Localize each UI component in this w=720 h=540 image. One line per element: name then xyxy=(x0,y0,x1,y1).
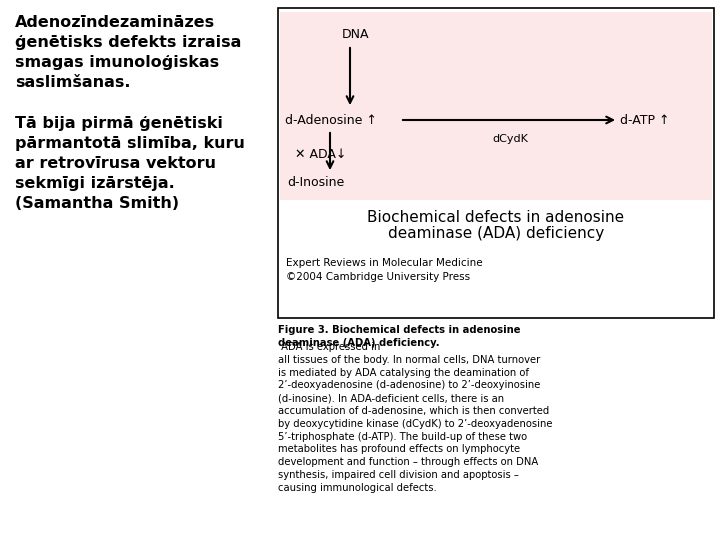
Text: DNA: DNA xyxy=(342,28,369,41)
Text: d-Inosine: d-Inosine xyxy=(287,176,344,188)
Text: ģenētisks defekts izraisa: ģenētisks defekts izraisa xyxy=(15,35,241,50)
Text: Adenozīndezamināzes: Adenozīndezamināzes xyxy=(15,15,215,30)
Text: d-ATP ↑: d-ATP ↑ xyxy=(620,113,670,126)
Text: (Samantha Smith): (Samantha Smith) xyxy=(15,196,179,211)
Bar xyxy=(278,8,714,318)
Text: d-Adenosine ↑: d-Adenosine ↑ xyxy=(285,113,377,126)
Text: ADA is expressed in
all tissues of the body. In normal cells, DNA turnover
is me: ADA is expressed in all tissues of the b… xyxy=(278,342,552,493)
Text: ©2004 Cambridge University Press: ©2004 Cambridge University Press xyxy=(286,272,470,282)
Text: Expert Reviews in Molecular Medicine: Expert Reviews in Molecular Medicine xyxy=(286,258,482,268)
Bar xyxy=(280,12,712,200)
Text: dCydK: dCydK xyxy=(492,134,528,144)
Text: sekmīgi izārstēja.: sekmīgi izārstēja. xyxy=(15,176,175,191)
Text: smagas imunoloģiskas: smagas imunoloģiskas xyxy=(15,55,219,70)
Text: pārmantotā slimība, kuru: pārmantotā slimība, kuru xyxy=(15,136,245,151)
Text: Figure 3. Biochemical defects in adenosine
deaminase (ADA) deficiency.: Figure 3. Biochemical defects in adenosi… xyxy=(278,325,521,348)
Text: Biochemical defects in adenosine: Biochemical defects in adenosine xyxy=(367,210,624,225)
Text: ✕ ADA↓: ✕ ADA↓ xyxy=(295,148,346,161)
Text: ar retrovīrusa vektoru: ar retrovīrusa vektoru xyxy=(15,156,216,171)
Text: deaminase (ADA) deficiency: deaminase (ADA) deficiency xyxy=(388,226,604,241)
Text: saslimšanas.: saslimšanas. xyxy=(15,76,130,90)
Text: Tā bija pirmā ģenētiski: Tā bija pirmā ģenētiski xyxy=(15,116,223,131)
